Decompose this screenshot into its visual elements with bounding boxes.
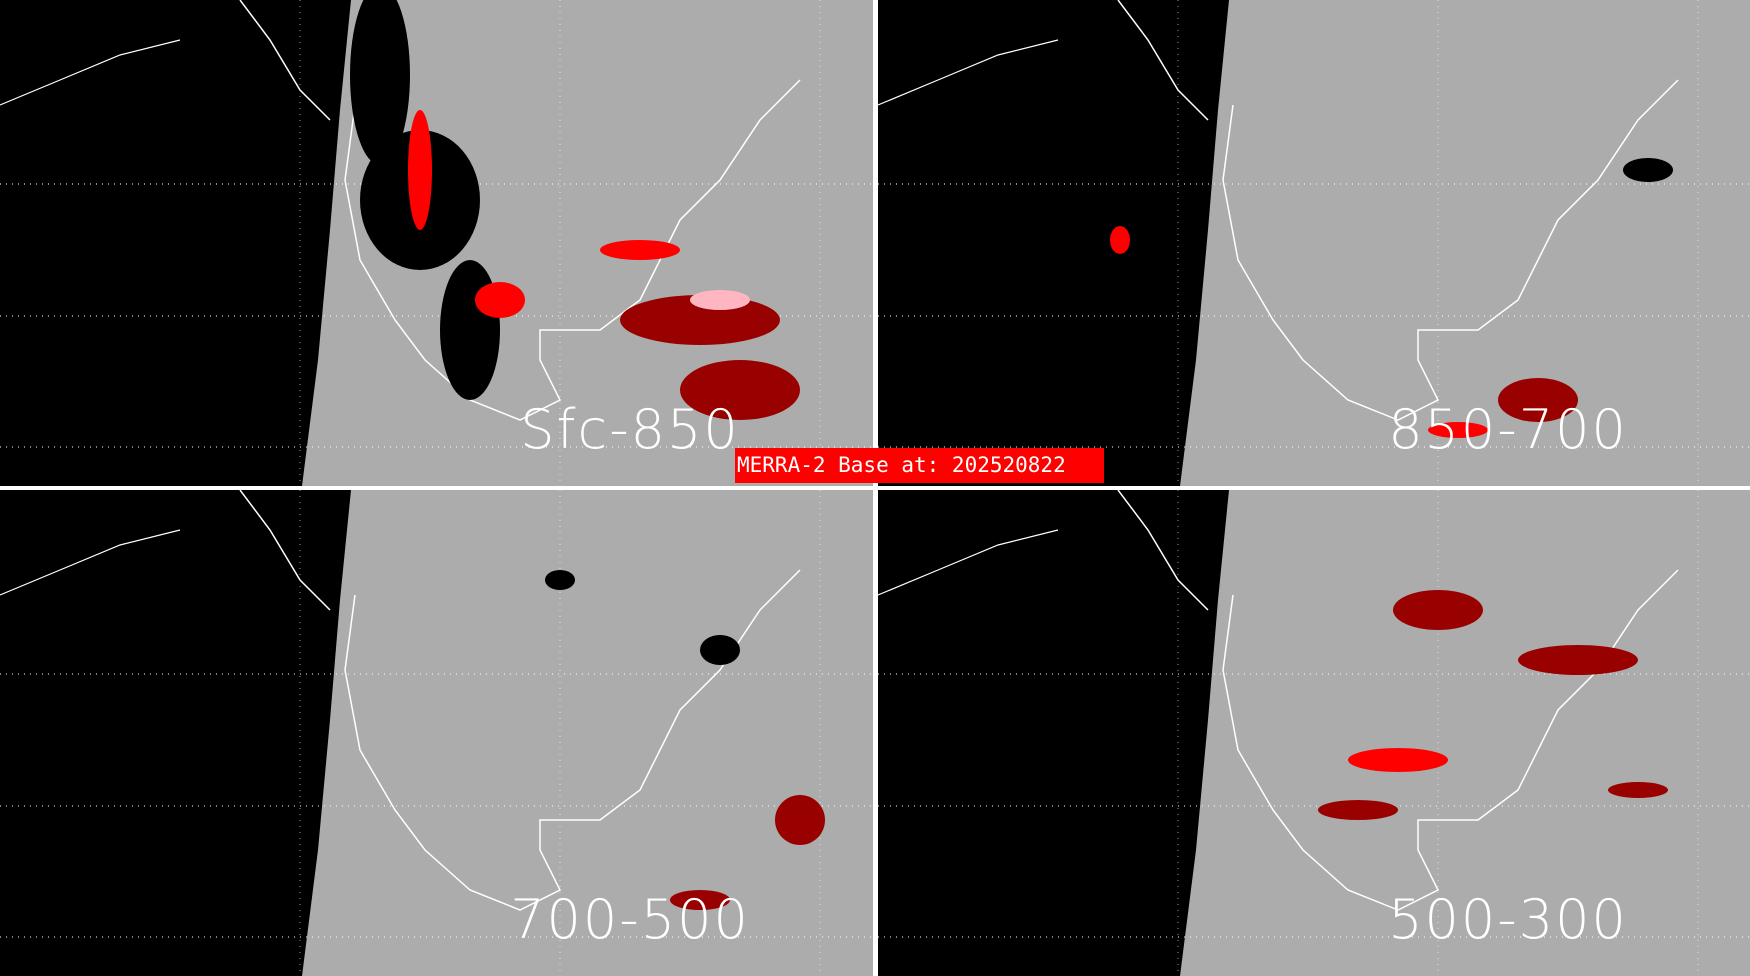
- cloud-region: [1623, 158, 1673, 182]
- land-area: [1180, 0, 1750, 486]
- alaska-coastline: [239, 490, 331, 611]
- aleutian-coastline: [0, 39, 181, 106]
- cloud-region: [600, 240, 680, 260]
- cloud-region: [408, 110, 432, 230]
- panel-sfc-850: Sfc-850: [0, 0, 873, 486]
- panel-label: 500-300: [1388, 888, 1628, 951]
- coastline: [1222, 569, 1679, 911]
- coastline: [344, 569, 801, 911]
- coastline: [344, 79, 801, 421]
- panel-500-300: 500-300: [878, 490, 1750, 976]
- land-area: [1180, 490, 1750, 976]
- aleutian-coastline: [878, 39, 1059, 106]
- cloud-region: [1393, 590, 1483, 630]
- land-area: [302, 490, 873, 976]
- coastline: [1222, 79, 1679, 421]
- panel-label: Sfc-850: [520, 398, 740, 461]
- panel-850-700: 850-700: [878, 0, 1750, 486]
- cloud-region: [1348, 748, 1448, 772]
- aleutian-coastline: [0, 529, 181, 596]
- panel-700-500: 700-500: [0, 490, 873, 976]
- cloud-region: [475, 282, 525, 318]
- alaska-coastline: [239, 0, 331, 121]
- map-700-500: [0, 490, 873, 976]
- cloud-region: [775, 795, 825, 845]
- cloud-region: [680, 360, 800, 420]
- panel-label: 850-700: [1388, 398, 1628, 461]
- cloud-region: [620, 295, 780, 345]
- map-500-300: [878, 490, 1750, 976]
- panel-label: 700-500: [510, 888, 750, 951]
- cloud-region: [690, 290, 750, 310]
- cloud-region: [700, 635, 740, 665]
- cloud-region: [545, 570, 575, 590]
- map-sfc-850: [0, 0, 873, 486]
- figure-title: MERRA-2 Base at: 202520822: [735, 448, 1104, 483]
- alaska-coastline: [1117, 0, 1209, 121]
- alaska-coastline: [1117, 490, 1209, 611]
- cloud-region: [440, 260, 500, 400]
- cloud-region: [1608, 782, 1668, 798]
- cloud-region: [1498, 378, 1578, 422]
- aleutian-coastline: [878, 529, 1059, 596]
- cloud-region: [1428, 422, 1488, 438]
- cloud-region: [1518, 645, 1638, 675]
- cloud-region: [350, 0, 410, 165]
- map-850-700: [878, 0, 1750, 486]
- cloud-region: [1318, 800, 1398, 820]
- cloud-region: [1110, 226, 1130, 254]
- cloud-region: [670, 890, 730, 910]
